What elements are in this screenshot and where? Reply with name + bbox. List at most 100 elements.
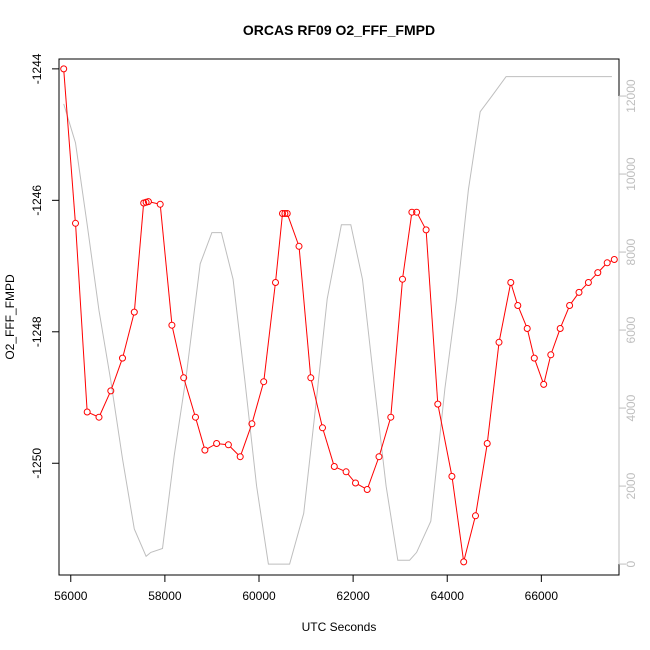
primary-line-segment (160, 207, 173, 323)
primary-line-segment (195, 419, 205, 448)
primary-point (547, 351, 555, 359)
primary-line-segment (347, 473, 354, 482)
y-tick-label: -1248 (30, 316, 44, 347)
primary-point (144, 198, 152, 206)
primary-point (399, 275, 406, 283)
x-axis-label: UTC Seconds (302, 620, 377, 634)
primary-point (330, 463, 338, 470)
x-tick-label: 58000 (148, 589, 182, 603)
primary-line-segment (379, 419, 391, 454)
primary-point (72, 219, 79, 227)
primary-point (213, 440, 221, 447)
chart-title: ORCAS RF09 O2_FFF_FMPD (243, 22, 435, 38)
primary-point (523, 325, 531, 332)
secondary-line (63, 76, 612, 565)
primary-point (540, 380, 548, 388)
primary-point (495, 338, 503, 346)
primary-point (434, 400, 442, 408)
primary-line-segment (357, 483, 365, 489)
primary-point (556, 325, 564, 332)
primary-line-segment (511, 285, 518, 303)
primary-line-segment (475, 446, 488, 513)
y2-tick-label: 4000 (624, 394, 638, 421)
primary-line-segment (230, 446, 239, 455)
primary-line-segment (518, 308, 527, 326)
primary-point (460, 558, 468, 566)
primary-line-segment (252, 384, 264, 422)
x-tick-label: 60000 (242, 589, 276, 603)
primary-point (156, 200, 164, 208)
y2-tick-label: 2000 (624, 472, 638, 499)
primary-point (610, 256, 618, 263)
primary-point (448, 472, 456, 480)
primary-point (260, 378, 268, 386)
primary-line-segment (425, 232, 439, 402)
primary-point (603, 259, 611, 267)
primary-point (295, 242, 303, 250)
primary-line-segment (151, 201, 158, 205)
primary-point (248, 420, 256, 428)
primary-line-segment (499, 285, 511, 340)
primary-line-segment (590, 274, 597, 281)
x-tick-label: 62000 (336, 589, 370, 603)
primary-series (60, 65, 618, 566)
y-axis-label: O2_FFF_FMPD (3, 274, 17, 360)
primary-point (352, 479, 359, 487)
primary-line-segment (527, 331, 535, 356)
primary-line-segment (75, 226, 88, 410)
y2-tick-label: 12000 (624, 79, 638, 113)
primary-point (192, 413, 199, 421)
primary-point (283, 210, 291, 217)
primary-point (83, 408, 91, 416)
y2-tick-label: 10000 (624, 157, 638, 191)
primary-line-segment (402, 215, 412, 277)
primary-point (575, 288, 583, 296)
primary-point (514, 302, 522, 309)
primary-point (168, 321, 176, 329)
primary-line-segment (207, 444, 215, 450)
primary-point (342, 468, 350, 476)
primary-line-segment (298, 249, 311, 375)
primary-line-segment (172, 327, 184, 376)
primary-line-segment (219, 443, 226, 445)
primary-line-segment (184, 380, 196, 415)
primary-line-segment (417, 214, 426, 228)
primary-line-segment (580, 284, 587, 291)
primary-point (119, 354, 126, 362)
y2-tick-label: 6000 (624, 316, 638, 343)
primary-point (472, 512, 479, 520)
primary-line-segment (240, 426, 252, 455)
primary-point (507, 279, 515, 286)
primary-line-segment (534, 360, 544, 382)
primary-point (224, 441, 232, 449)
primary-line-segment (560, 308, 569, 326)
y2-axis: 0 2000 4000 6000 8000 10000 12000 (618, 79, 638, 567)
primary-line-segment (336, 467, 344, 472)
primary-point (530, 354, 538, 362)
primary-point (413, 208, 421, 216)
primary-point (201, 446, 209, 454)
x-tick-label: 56000 (54, 589, 88, 603)
primary-line-segment (570, 294, 578, 304)
y-tick-label: -1250 (30, 448, 44, 479)
primary-line-segment (275, 216, 283, 280)
primary-line-segment (487, 345, 500, 441)
primary-line-segment (543, 357, 551, 382)
primary-line-segment (451, 479, 464, 559)
primary-point (408, 208, 416, 216)
primary-point (594, 269, 602, 277)
primary-line-segment (390, 282, 403, 415)
primary-line-segment (111, 360, 122, 389)
primary-point (566, 302, 574, 309)
primary-line-segment (311, 380, 323, 425)
primary-line-segment (551, 331, 560, 353)
primary-point (279, 210, 286, 217)
primary-point (363, 486, 371, 493)
primary-line-segment (89, 412, 97, 417)
secondary-series (63, 76, 612, 565)
x-tick-label: 64000 (431, 589, 465, 603)
primary-point (130, 308, 138, 316)
primary-line-segment (122, 314, 135, 356)
primary-point (422, 226, 430, 234)
